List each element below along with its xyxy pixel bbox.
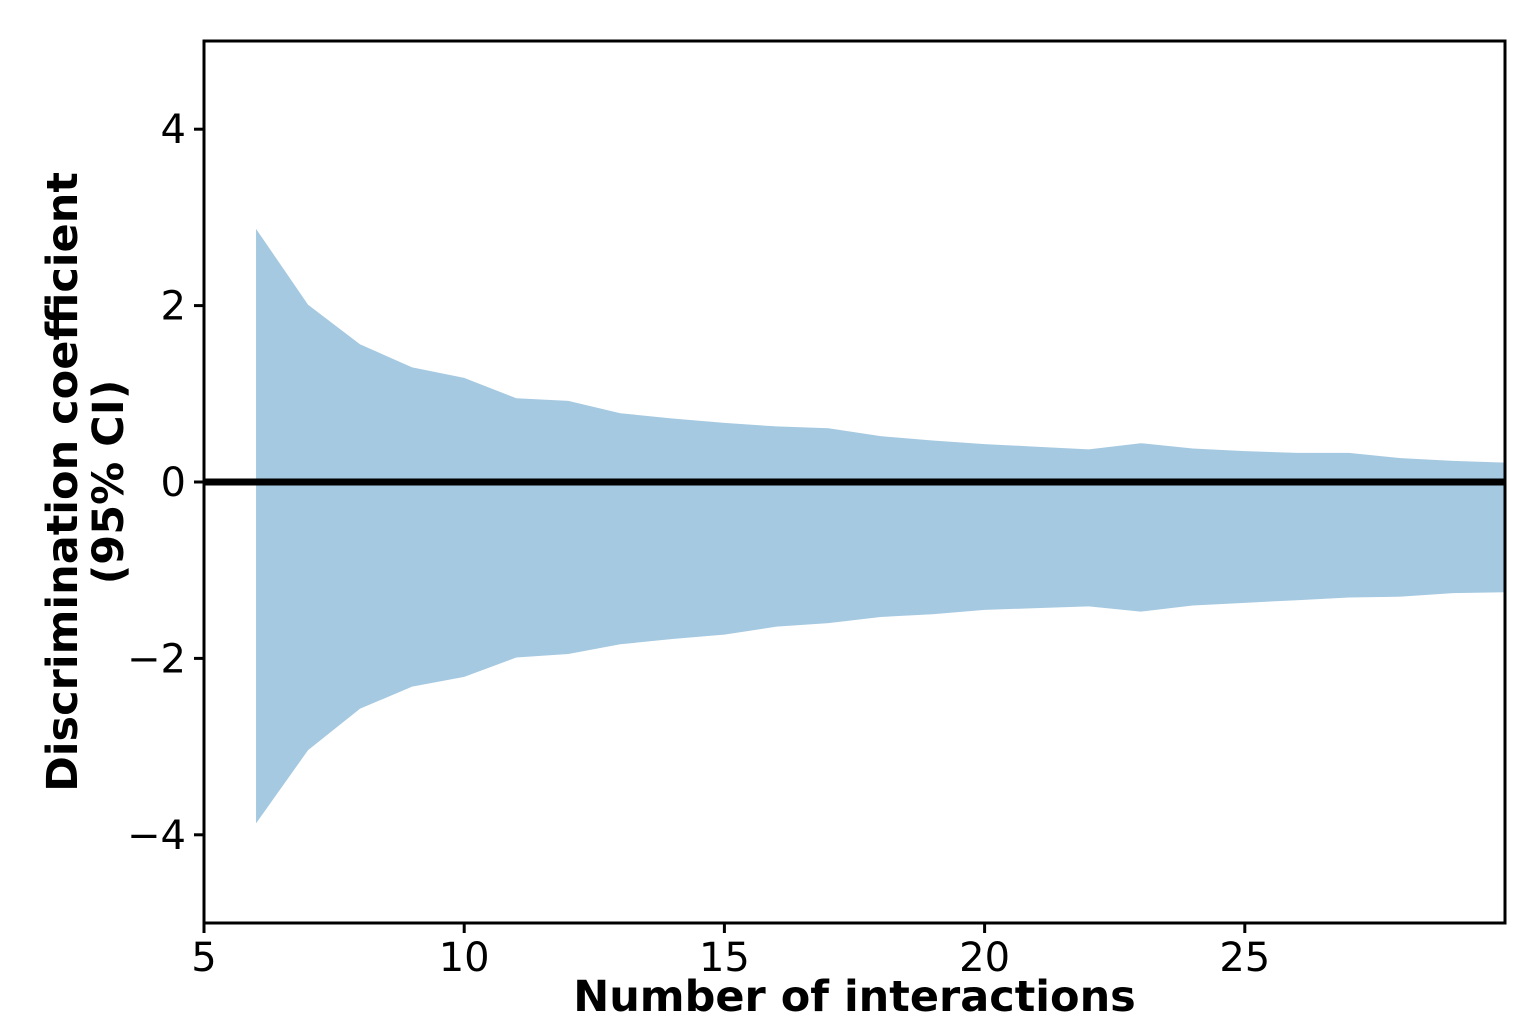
x-axis-label: Number of interactions bbox=[573, 972, 1136, 1022]
y-axis-ticks: 4 2 0 −2 −4 bbox=[127, 107, 204, 859]
x-axis-ticks: 5 10 15 20 25 bbox=[191, 923, 1270, 981]
y-tick-label: 4 bbox=[161, 107, 186, 153]
x-tick-label: 10 bbox=[439, 935, 490, 981]
ci-band-area bbox=[256, 228, 1505, 824]
x-tick-label: 20 bbox=[959, 935, 1010, 981]
y-tick-label: −4 bbox=[127, 813, 186, 859]
y-tick-label: −2 bbox=[127, 636, 186, 682]
y-tick-label: 0 bbox=[161, 460, 186, 506]
y-axis-label-line1: Discrimination coefficient bbox=[38, 172, 88, 792]
x-tick-label: 5 bbox=[191, 935, 216, 981]
y-axis-label-line2: (95% CI) bbox=[84, 379, 134, 585]
x-tick-label: 15 bbox=[699, 935, 750, 981]
y-axis-label: Discrimination coefficient (95% CI) bbox=[38, 172, 134, 792]
x-tick-label: 25 bbox=[1219, 935, 1270, 981]
y-tick-label: 2 bbox=[161, 284, 186, 330]
plot-border bbox=[202, 39, 1507, 925]
